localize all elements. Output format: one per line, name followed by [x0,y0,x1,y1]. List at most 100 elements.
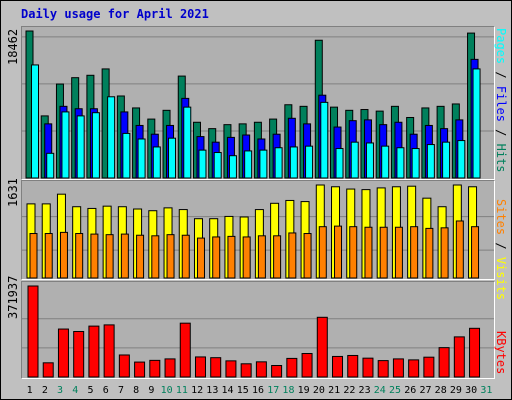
day-label-16: 16 [252,385,264,396]
bar-kbytes-day-24 [377,360,389,378]
bar-pages-day-26 [411,148,420,179]
bar-kbytes-day-18 [286,357,298,378]
day-label-11: 11 [176,385,188,396]
bar-pages-day-9 [152,146,161,179]
day-label-22: 22 [343,385,355,396]
bar-kbytes-day-19 [301,353,313,378]
bar-kbytes-day-27 [423,356,435,378]
bar-sites-day-10 [166,234,175,279]
bar-pages-day-17 [274,147,283,179]
bar-sites-day-13 [212,236,221,279]
bar-kbytes-day-10 [164,358,176,378]
chart-title: Daily usage for April 2021 [21,7,209,21]
day-label-1: 1 [27,385,33,396]
bar-sites-day-3 [59,231,68,279]
bar-kbytes-day-12 [194,356,206,378]
day-label-30: 30 [465,385,477,396]
bar-pages-day-20 [320,101,329,179]
day-label-9: 9 [148,385,154,396]
bar-sites-day-21 [334,225,343,279]
panel-kbytes [21,281,495,379]
day-label-27: 27 [419,385,431,396]
bar-sites-day-5 [90,233,99,279]
bar-sites-day-9 [151,235,160,279]
bar-kbytes-day-26 [408,359,420,378]
bar-pages-day-24 [381,145,390,179]
bar-pages-day-11 [183,106,192,179]
panel-visits-sites [21,180,495,280]
bar-kbytes-day-25 [392,358,404,378]
day-label-6: 6 [103,385,109,396]
day-label-25: 25 [389,385,401,396]
bar-sites-day-16 [257,235,266,279]
bar-sites-day-7 [120,233,129,279]
bar-pages-day-7 [122,132,131,179]
bar-pages-day-13 [213,152,222,179]
bar-pages-day-8 [137,138,146,179]
bar-sites-day-19 [303,233,312,279]
bar-sites-day-29 [455,220,464,279]
bar-pages-day-3 [61,111,70,179]
bar-pages-day-19 [305,145,314,179]
bar-kbytes-day-8 [134,361,146,378]
bar-kbytes-day-1 [27,285,39,378]
bar-sites-day-2 [44,233,53,279]
bar-sites-day-23 [364,226,373,279]
day-label-8: 8 [133,385,139,396]
day-label-14: 14 [222,385,234,396]
hits-files-pages-plot [22,30,494,179]
bar-sites-day-6 [105,234,114,279]
bar-sites-day-25 [394,226,403,279]
bar-kbytes-day-28 [438,347,450,378]
legend-kbytes-label: KBytes [494,331,508,375]
visits-sites-plot [22,184,494,279]
bar-pages-day-12 [198,149,207,179]
bar-pages-day-14 [228,155,237,179]
bar-pages-day-2 [46,152,55,179]
bar-sites-day-17 [273,235,282,279]
legend-sites: Sites [494,199,508,236]
bar-kbytes-day-17 [271,365,283,378]
bar-pages-day-1 [31,64,39,179]
day-label-12: 12 [191,385,203,396]
day-label-15: 15 [237,385,249,396]
legend-sep-3: / [494,235,508,257]
bar-sites-day-4 [75,233,84,279]
day-label-2: 2 [42,385,48,396]
day-label-20: 20 [313,385,325,396]
bar-pages-day-27 [426,144,435,179]
bar-pages-day-25 [396,147,405,179]
y-max-label-visits: 1631 [6,178,20,207]
bar-pages-day-6 [107,96,116,179]
bar-sites-day-20 [318,226,327,279]
bar-sites-day-15 [242,236,251,279]
day-label-17: 17 [267,385,279,396]
y-max-label-kbytes: 371937 [6,275,20,319]
day-label-5: 5 [88,385,94,396]
bar-sites-day-24 [379,226,388,279]
legend-visits: Visits [494,256,508,301]
legend-visits-sites: Sites / Visits [494,199,508,300]
day-label-28: 28 [435,385,447,396]
bar-kbytes-day-20 [316,316,328,378]
panel-hits-files-pages [21,26,495,180]
bar-pages-day-23 [365,142,374,179]
bar-sites-day-30 [471,226,480,279]
legend-files: Files [494,85,508,122]
bar-pages-day-18 [289,146,298,179]
bar-pages-day-29 [457,140,466,179]
y-max-label-hits: 18462 [6,28,20,65]
bar-kbytes-day-6 [103,324,115,378]
bar-kbytes-day-5 [88,325,100,378]
day-label-31: 31 [480,385,492,396]
bar-pages-day-16 [259,149,268,179]
legend-pages: Pages [494,28,508,65]
bar-sites-day-8 [136,234,145,279]
bar-kbytes-day-16 [255,361,267,378]
legend-sep-2: / [494,121,508,144]
day-label-10: 10 [161,385,173,396]
legend-sep-1: / [494,64,508,86]
bar-kbytes-day-15 [240,363,252,378]
legend-hits: Hits [494,143,508,173]
bar-sites-day-22 [349,226,358,279]
